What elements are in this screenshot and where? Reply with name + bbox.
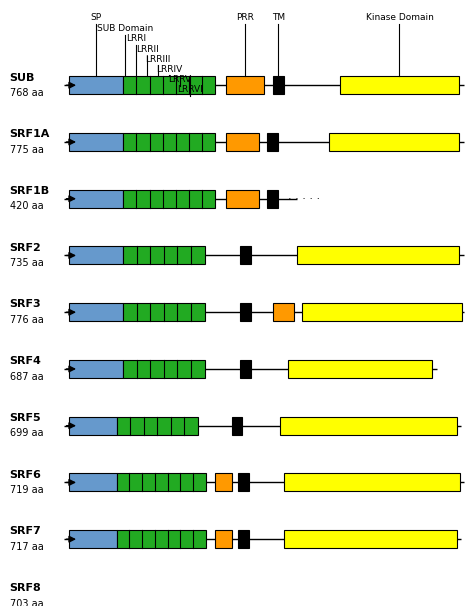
Bar [240,247,251,264]
Bar [226,190,259,208]
Text: 735 aa: 735 aa [9,258,43,268]
Bar [238,530,249,548]
Text: 768 aa: 768 aa [9,88,43,98]
Bar [329,133,459,151]
Bar [69,190,123,208]
Bar [69,76,123,95]
Bar [226,133,259,151]
Bar [123,303,204,321]
Bar [232,417,242,435]
Bar [123,133,215,151]
Text: 776 aa: 776 aa [9,315,43,325]
Text: SRF6: SRF6 [9,470,41,480]
Text: SRF1B: SRF1B [9,186,50,196]
Text: SRF4: SRF4 [9,356,41,366]
Text: · · · · ·: · · · · · [288,194,320,204]
Text: SRF1A: SRF1A [9,129,50,139]
Bar [273,303,294,321]
Text: SRF7: SRF7 [9,527,41,536]
Bar [288,360,432,378]
Bar [69,587,117,605]
Bar [117,473,206,491]
Text: LRRVI: LRRVI [178,85,203,95]
Text: TM: TM [272,13,285,22]
Text: LRRI: LRRI [126,34,146,43]
Text: 420 aa: 420 aa [9,201,43,211]
Text: LRRV: LRRV [168,75,191,84]
Text: 703 aa: 703 aa [9,599,43,606]
Text: 775 aa: 775 aa [9,145,44,155]
Bar [117,530,206,548]
Bar [226,76,264,95]
Bar [280,417,457,435]
Text: SRF3: SRF3 [9,299,41,310]
Bar [283,530,457,548]
Bar [340,76,459,95]
Text: 687 aa: 687 aa [9,371,43,382]
Bar [215,530,232,548]
Bar [123,76,215,95]
Bar [215,473,232,491]
Text: LRRIII: LRRIII [145,55,171,64]
Bar [69,530,117,548]
Text: SUB Domain: SUB Domain [97,24,154,33]
Bar [297,247,459,264]
Bar [69,417,117,435]
Bar [117,417,198,435]
Bar [69,133,123,151]
Bar [123,190,215,208]
Text: SRF8: SRF8 [9,583,41,593]
Bar [283,473,460,491]
Text: 719 aa: 719 aa [9,485,43,495]
Text: SUB: SUB [9,73,35,82]
Bar [267,133,278,151]
Bar [240,360,251,378]
Text: LRRIV: LRRIV [155,64,182,73]
Text: SRF2: SRF2 [9,243,41,253]
Text: PRR: PRR [236,13,254,22]
Bar [117,587,198,605]
Bar [267,190,278,208]
Bar [123,360,204,378]
Bar [69,303,123,321]
Text: SRF5: SRF5 [9,413,41,423]
Bar [69,360,123,378]
Text: 699 aa: 699 aa [9,428,43,438]
Bar [275,587,457,605]
Text: 717 aa: 717 aa [9,542,43,552]
Bar [302,303,462,321]
Text: SP: SP [91,13,102,22]
Text: Kinase Domain: Kinase Domain [365,13,433,22]
Bar [69,473,117,491]
Text: LRRII: LRRII [136,45,158,54]
Bar [273,76,283,95]
Bar [123,247,204,264]
Bar [69,247,123,264]
Bar [229,587,240,605]
Bar [240,303,251,321]
Bar [238,473,249,491]
